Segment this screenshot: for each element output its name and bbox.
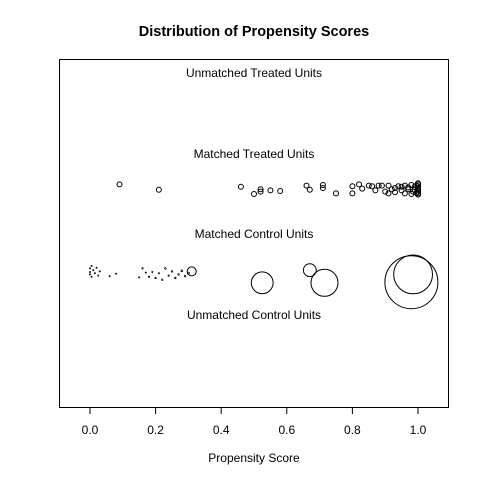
point-1-24 xyxy=(385,182,392,189)
point-1-4 xyxy=(257,188,264,195)
point-1-2 xyxy=(237,183,244,190)
point-2-0 xyxy=(89,267,92,270)
point-1-28 xyxy=(395,183,402,190)
point-2-25 xyxy=(180,269,184,273)
point-1-31 xyxy=(401,190,408,197)
point-2-28 xyxy=(186,266,197,277)
point-2-14 xyxy=(144,271,147,274)
point-1-12 xyxy=(333,190,339,197)
point-2-10 xyxy=(108,275,111,278)
group-label-unmatched-treated: Unmatched Treated Units xyxy=(186,66,322,80)
point-1-13 xyxy=(349,183,356,190)
point-1-20 xyxy=(375,182,382,189)
chart-title: Distribution of Propensity Scores xyxy=(139,24,369,40)
x-tick-label: 0.6 xyxy=(278,423,295,437)
point-1-1 xyxy=(155,186,162,193)
point-1-49 xyxy=(415,191,421,198)
point-2-32 xyxy=(384,255,439,310)
point-1-6 xyxy=(267,187,274,194)
point-2-5 xyxy=(92,269,95,272)
point-2-4 xyxy=(90,275,93,278)
point-1-14 xyxy=(349,190,356,197)
point-2-26 xyxy=(183,275,187,278)
point-2-31 xyxy=(310,268,339,297)
point-1-7 xyxy=(277,188,284,194)
point-1-33 xyxy=(405,186,412,193)
point-1-3 xyxy=(251,191,257,197)
group-label-matched-treated: Matched Treated Units xyxy=(194,147,315,161)
point-1-30 xyxy=(398,183,405,190)
point-2-16 xyxy=(151,270,154,273)
point-1-10 xyxy=(319,182,326,188)
point-1-0 xyxy=(116,181,123,188)
point-1-21 xyxy=(378,182,385,189)
point-1-32 xyxy=(401,182,408,189)
point-2-11 xyxy=(115,272,118,275)
point-2-21 xyxy=(167,274,170,277)
data-points xyxy=(89,180,439,310)
point-2-15 xyxy=(147,275,151,278)
point-2-2 xyxy=(89,273,92,276)
point-2-1 xyxy=(89,270,92,273)
point-1-5 xyxy=(257,186,264,193)
x-axis-label: Propensity Score xyxy=(208,451,300,465)
point-2-33 xyxy=(393,254,434,295)
x-tick-label: 0.0 xyxy=(82,423,99,437)
point-1-26 xyxy=(392,189,398,196)
group-label-unmatched-control: Unmatched Control Units xyxy=(187,308,321,322)
x-tick-label: 0.2 xyxy=(147,423,164,437)
point-1-18 xyxy=(369,183,376,190)
point-2-30 xyxy=(302,263,317,278)
point-2-18 xyxy=(157,272,160,275)
point-2-3 xyxy=(90,264,93,267)
point-1-15 xyxy=(356,181,362,188)
point-2-9 xyxy=(98,270,101,273)
x-tick-label: 0.4 xyxy=(213,423,230,437)
series-1 xyxy=(116,180,421,198)
point-1-48 xyxy=(415,180,421,187)
point-1-8 xyxy=(303,182,310,189)
x-tick-label: 1.0 xyxy=(410,423,427,437)
point-1-25 xyxy=(388,186,395,193)
point-1-23 xyxy=(385,190,392,197)
point-1-11 xyxy=(319,185,326,191)
point-2-13 xyxy=(141,267,144,270)
point-2-23 xyxy=(174,276,177,280)
point-2-22 xyxy=(170,270,174,273)
point-2-12 xyxy=(138,276,141,279)
series-2 xyxy=(89,254,439,310)
point-2-19 xyxy=(161,278,164,281)
x-tick-label: 0.8 xyxy=(344,423,361,437)
point-1-22 xyxy=(382,188,389,195)
x-axis: 0.0 0.2 0.4 0.6 0.8 1.0 xyxy=(82,407,427,437)
point-1-17 xyxy=(365,182,372,189)
point-2-29 xyxy=(250,271,274,295)
point-2-24 xyxy=(177,273,180,276)
point-1-9 xyxy=(306,186,313,193)
point-2-7 xyxy=(95,266,98,269)
point-1-19 xyxy=(372,187,379,194)
point-2-8 xyxy=(97,274,100,277)
point-1-16 xyxy=(359,185,366,192)
point-2-20 xyxy=(164,267,167,270)
point-2-17 xyxy=(154,276,157,280)
point-1-27 xyxy=(392,185,398,191)
point-2-6 xyxy=(93,272,96,275)
point-1-46 xyxy=(415,188,421,195)
point-1-29 xyxy=(398,187,405,194)
group-label-matched-control: Matched Control Units xyxy=(195,227,314,241)
